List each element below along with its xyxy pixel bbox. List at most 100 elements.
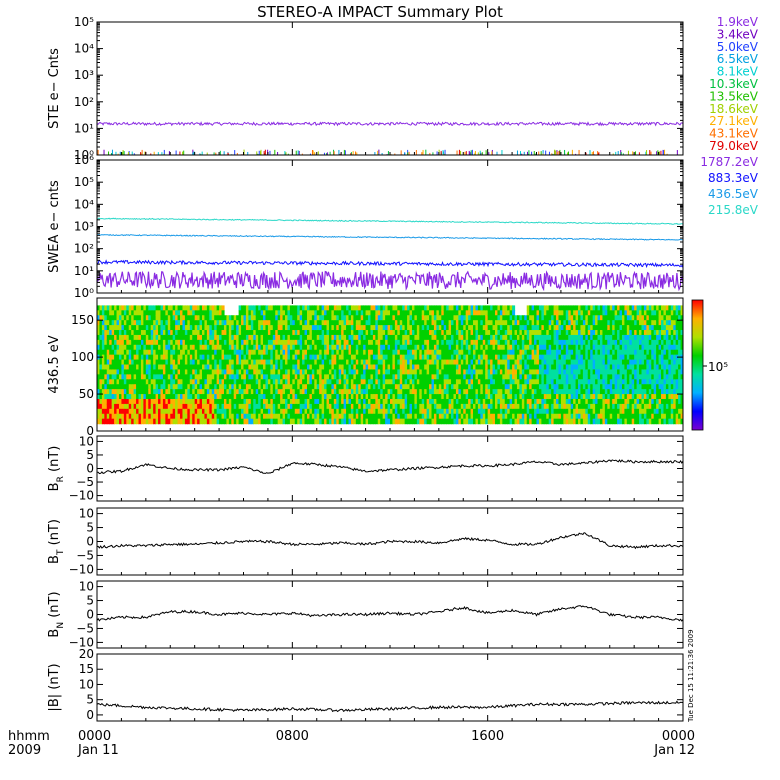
heatmap-cell <box>118 418 123 425</box>
heatmap-cell <box>319 325 323 331</box>
heatmap-cell <box>109 379 113 385</box>
heatmap-cell <box>187 408 191 415</box>
heatmap-cell <box>199 398 203 405</box>
heatmap-cell <box>512 334 516 341</box>
heatmap-cell <box>419 374 423 380</box>
heatmap-cell <box>272 394 276 400</box>
heatmap-cell <box>494 408 499 415</box>
heatmap-cell <box>104 330 108 336</box>
heatmap-cell <box>99 359 103 366</box>
heatmap-cell <box>123 325 127 331</box>
heatmap-cell <box>375 394 379 400</box>
y-axis-label: SWEA e− cnts <box>47 180 62 273</box>
heatmap-cell <box>512 408 516 415</box>
heatmap-cell <box>228 339 232 346</box>
heatmap-cell <box>333 330 337 336</box>
heatmap-cell <box>475 305 479 311</box>
heatmap-cell <box>365 315 369 321</box>
heatmap-cell <box>424 369 428 375</box>
heatmap-cell <box>536 384 540 390</box>
heatmap-cell <box>507 310 511 316</box>
heatmap-cell <box>104 418 108 425</box>
heatmap-cell <box>245 339 249 346</box>
heatmap-cell <box>214 379 218 385</box>
heatmap-cell <box>487 349 491 356</box>
heatmap-cell <box>436 389 440 395</box>
heatmap-cell <box>228 354 232 361</box>
heatmap-cell <box>131 364 135 371</box>
heatmap-cell <box>443 330 447 336</box>
heatmap-cell <box>297 364 301 371</box>
heatmap-cell <box>548 418 552 425</box>
heatmap-cell <box>228 320 232 326</box>
heatmap-cell <box>175 320 179 326</box>
heatmap-cell <box>536 359 540 366</box>
heatmap-cell <box>111 354 115 361</box>
heatmap-cell <box>233 325 237 331</box>
heatmap-cell <box>114 334 118 341</box>
heatmap-cell <box>223 418 228 425</box>
heatmap-cell <box>443 398 447 405</box>
heatmap-cell <box>265 369 269 375</box>
heatmap-cell <box>294 310 298 316</box>
heatmap-cell <box>514 389 518 395</box>
heatmap-cell <box>199 374 203 380</box>
heatmap-cell <box>275 369 279 375</box>
heatmap-cell <box>314 320 318 326</box>
heatmap-cell <box>363 330 367 336</box>
heatmap-cell <box>236 413 240 420</box>
heatmap-cell <box>477 369 481 375</box>
heatmap-cell <box>424 310 428 316</box>
heatmap-cell <box>260 310 264 316</box>
heatmap-cell <box>255 398 259 405</box>
heatmap-cell <box>314 344 318 351</box>
heatmap-cell <box>189 413 193 420</box>
heatmap-cell <box>402 413 406 420</box>
heatmap-cell <box>390 394 394 400</box>
heatmap-cell <box>260 389 264 395</box>
heatmap-cell <box>116 379 120 385</box>
heatmap-cell <box>133 369 137 375</box>
heatmap-cell <box>255 354 259 361</box>
heatmap-cell <box>392 354 396 361</box>
heatmap-cell <box>458 344 462 351</box>
heatmap-cell <box>106 374 110 380</box>
heatmap-cell <box>487 394 491 400</box>
heatmap-cell <box>368 379 372 385</box>
heatmap-cell <box>414 403 418 410</box>
heatmap-cell <box>162 374 166 380</box>
heatmap-cell <box>526 339 530 346</box>
heatmap-cell <box>551 330 555 336</box>
heatmap-cell <box>285 359 289 366</box>
heatmap-cell <box>316 344 320 351</box>
heatmap-cell <box>372 320 376 326</box>
heatmap-cell <box>441 374 445 380</box>
heatmap-cell <box>473 418 477 425</box>
heatmap-cell <box>392 398 396 405</box>
heatmap-cell <box>292 398 296 405</box>
heatmap-cell <box>265 384 269 390</box>
heatmap-cell <box>228 389 232 395</box>
heatmap-cell <box>419 320 423 326</box>
heatmap-cell <box>299 398 303 405</box>
heatmap-cell <box>358 413 362 420</box>
heatmap-cell <box>548 349 552 356</box>
heatmap-cell <box>285 344 289 351</box>
heatmap-cell <box>216 325 220 331</box>
heatmap-cell <box>316 389 320 395</box>
heatmap-cell <box>316 364 320 371</box>
heatmap-cell <box>206 408 210 415</box>
heatmap-cell <box>182 349 186 356</box>
heatmap-cell <box>321 354 325 361</box>
heatmap-cell <box>260 334 264 341</box>
heatmap-cell <box>118 394 123 400</box>
heatmap-cell <box>194 344 198 351</box>
heatmap-cell <box>114 379 118 385</box>
heatmap-cell <box>504 344 508 351</box>
heatmap-cell <box>184 315 188 321</box>
heatmap-cell <box>241 369 245 375</box>
heatmap-cell <box>551 320 555 326</box>
data-pad <box>97 305 683 425</box>
heatmap-cell <box>238 374 242 380</box>
heatmap-cell <box>204 394 208 400</box>
